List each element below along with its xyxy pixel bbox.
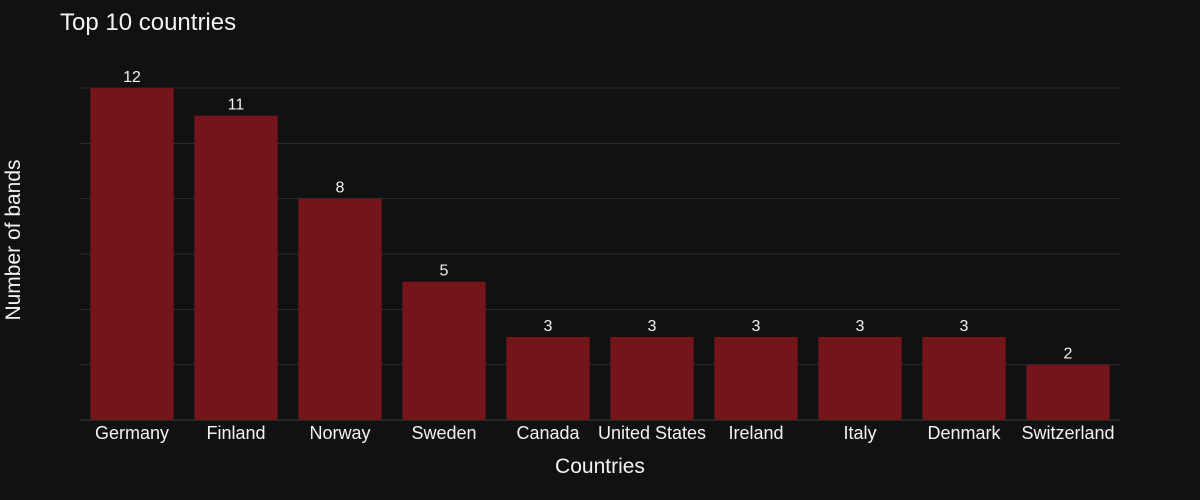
- bars: [90, 88, 1110, 421]
- x-tick-label: Germany: [95, 423, 169, 443]
- bar-canada[interactable]: [506, 337, 590, 420]
- data-label: 3: [648, 318, 657, 335]
- x-tick-label: Finland: [206, 423, 265, 443]
- data-label: 11: [228, 97, 245, 114]
- x-tick-label: Canada: [516, 423, 580, 443]
- x-tick-label: Denmark: [927, 423, 1001, 443]
- data-label: 3: [960, 318, 969, 335]
- x-tick-label: Norway: [309, 423, 370, 443]
- bar-finland[interactable]: [194, 115, 278, 421]
- x-tick-label: Switzerland: [1021, 423, 1114, 443]
- bar-united-states[interactable]: [610, 337, 694, 420]
- chart-title: Top 10 countries: [60, 9, 236, 36]
- x-tick-labels: Germany Finland Norway Sweden Canada United S…: [95, 423, 1115, 443]
- data-label: 5: [440, 263, 449, 280]
- bar-denmark[interactable]: [922, 337, 1006, 420]
- bar-sweden[interactable]: [402, 281, 486, 420]
- y-axis-label: Number of bands: [2, 159, 25, 320]
- bar-italy[interactable]: [818, 337, 902, 420]
- data-label: 3: [544, 318, 553, 335]
- bar-switzerland[interactable]: [1026, 364, 1110, 420]
- x-tick-label: United States: [598, 423, 706, 443]
- x-axis-label: Countries: [555, 455, 645, 478]
- x-tick-label: Ireland: [728, 423, 783, 443]
- data-label: 3: [752, 318, 761, 335]
- data-label: 3: [856, 318, 865, 335]
- bar-ireland[interactable]: [714, 337, 798, 420]
- bar-norway[interactable]: [298, 198, 382, 420]
- data-label: 2: [1064, 346, 1073, 363]
- data-label: 12: [123, 69, 141, 86]
- x-tick-label: Sweden: [411, 423, 476, 443]
- data-label: 8: [336, 180, 345, 197]
- x-tick-label: Italy: [843, 423, 876, 443]
- data-labels: 12 11 8 5 3 3 3 3 3 2: [123, 69, 1072, 363]
- bar-germany[interactable]: [90, 88, 174, 420]
